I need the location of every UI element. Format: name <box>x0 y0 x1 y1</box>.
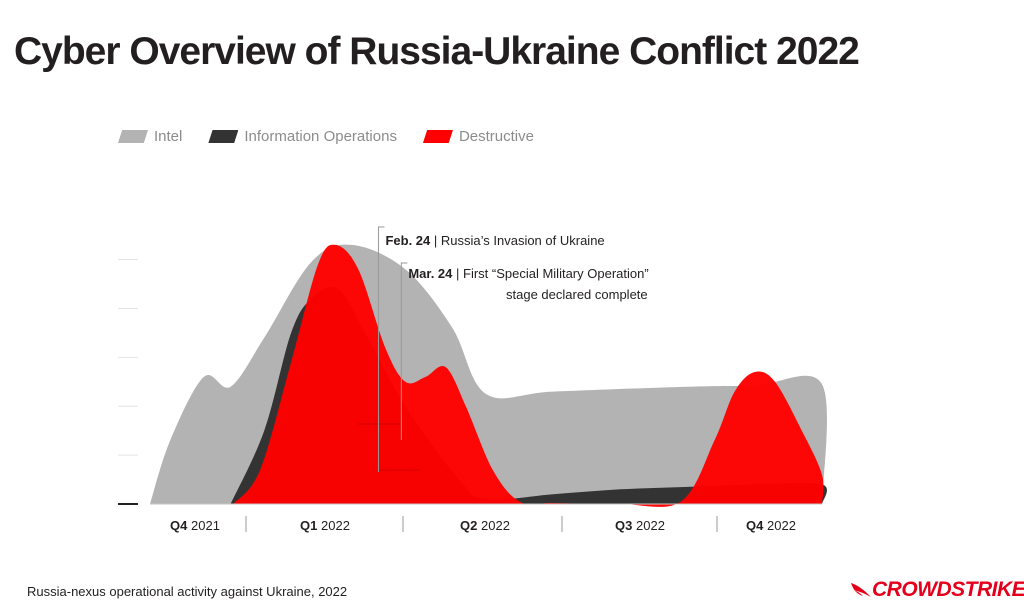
annotation-mar24: Mar. 24 | First “Special Military Operat… <box>408 266 648 281</box>
chart-legend: Intel Information Operations Destructive <box>118 128 560 145</box>
annotation-feb24: Feb. 24 | Russia’s Invasion of Ukraine <box>385 233 604 248</box>
chart-caption: Russia-nexus operational activity agains… <box>27 584 348 599</box>
x-tick-label-4: Q3 2022 <box>615 518 665 533</box>
annotation-line-feb24 <box>377 226 385 472</box>
legend-item-destructive: Destructive <box>422 128 534 145</box>
falcon-icon <box>851 583 871 597</box>
legend-item-intel: Intel <box>118 128 182 145</box>
legend-swatch-destructive <box>422 130 453 143</box>
x-tick-label-5: Q4 2022 <box>746 518 796 533</box>
series-area-destructive <box>233 244 824 507</box>
legend-label-information-operations: Information Operations <box>244 128 397 145</box>
page-title: Cyber Overview of Russia-Ukraine Conflic… <box>14 30 860 73</box>
crowdstrike-logo: CROWDSTRIKE <box>850 578 1024 602</box>
brand-name: CROWDSTRIKE <box>872 578 1024 601</box>
legend-label-destructive: Destructive <box>458 128 534 145</box>
legend-label-intel: Intel <box>154 128 183 145</box>
annotation-mar24-line2: stage declared complete <box>506 287 648 302</box>
x-tick-label-1: Q4 2021 <box>170 518 220 533</box>
x-tick-label-3: Q2 2022 <box>460 518 510 533</box>
annotation-line-mar24 <box>400 262 408 440</box>
legend-swatch-information-operations <box>208 130 239 143</box>
x-tick-label-2: Q1 2022 <box>300 518 350 533</box>
legend-item-information-operations: Information Operations <box>208 128 397 145</box>
legend-swatch-intel <box>118 130 148 143</box>
area-chart: Feb. 24 | Russia’s Invasion of Ukraine Ma… <box>118 226 827 533</box>
